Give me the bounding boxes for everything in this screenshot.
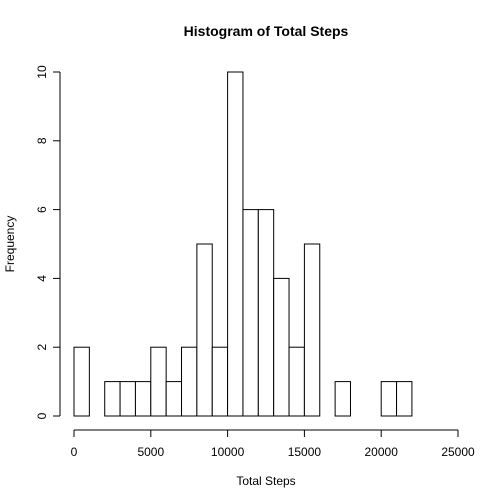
y-tick-label: 10 bbox=[35, 65, 49, 79]
y-tick-label: 0 bbox=[35, 412, 49, 419]
x-tick-label: 10000 bbox=[211, 445, 245, 459]
y-tick-label: 8 bbox=[35, 137, 49, 144]
y-axis: 0 2 4 6 8 10 bbox=[35, 65, 61, 419]
x-axis-label: Total Steps bbox=[236, 474, 295, 488]
histogram-bar bbox=[380, 381, 398, 417]
histogram-bar bbox=[150, 346, 167, 417]
y-axis-label: Frequency bbox=[3, 216, 17, 273]
histogram-bar bbox=[257, 209, 275, 417]
y-tick-label: 4 bbox=[35, 275, 49, 282]
histogram-bar bbox=[134, 381, 152, 417]
histogram-bar bbox=[334, 381, 351, 417]
x-axis: 0 5000 10000 15000 20000 25000 bbox=[71, 429, 475, 459]
x-tick-label: 5000 bbox=[137, 445, 164, 459]
x-tick-label: 15000 bbox=[288, 445, 322, 459]
histogram-bar bbox=[181, 346, 198, 417]
histogram-bar bbox=[165, 381, 183, 417]
histogram-bar bbox=[242, 209, 259, 417]
histogram-bar bbox=[73, 346, 90, 417]
x-tick-label: 0 bbox=[71, 445, 78, 459]
bars-group bbox=[73, 71, 413, 417]
histogram-bar bbox=[288, 346, 305, 417]
histogram-bar bbox=[196, 243, 213, 417]
histogram-bar bbox=[227, 71, 244, 417]
histogram-bar bbox=[119, 381, 136, 417]
y-tick-label: 2 bbox=[35, 344, 49, 351]
x-tick-label: 20000 bbox=[365, 445, 399, 459]
histogram-bar bbox=[273, 277, 290, 417]
x-tick-label: 25000 bbox=[441, 445, 475, 459]
histogram-bar bbox=[211, 346, 229, 417]
histogram-bar bbox=[104, 381, 121, 417]
histogram-bar bbox=[303, 243, 321, 417]
histogram-bar bbox=[396, 381, 413, 417]
y-tick-label: 6 bbox=[35, 206, 49, 213]
chart-title: Histogram of Total Steps bbox=[184, 23, 349, 39]
